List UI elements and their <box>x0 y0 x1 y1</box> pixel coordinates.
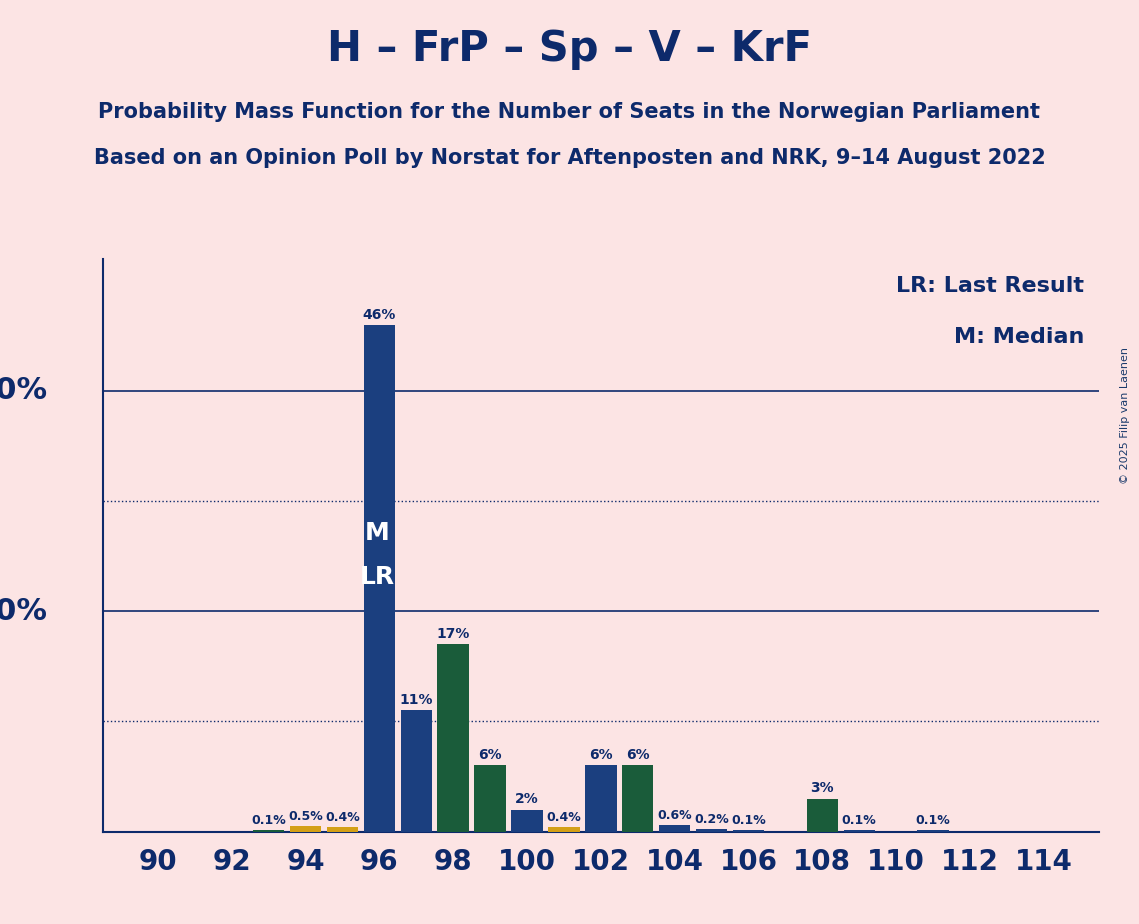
Bar <box>475 765 506 832</box>
Text: LR: Last Result: LR: Last Result <box>896 276 1084 296</box>
Text: 0.2%: 0.2% <box>694 813 729 826</box>
Text: 20%: 20% <box>0 597 48 626</box>
Text: 0.1%: 0.1% <box>916 814 950 827</box>
Bar <box>696 830 727 832</box>
Text: Based on an Opinion Poll by Norstat for Aftenposten and NRK, 9–14 August 2022: Based on an Opinion Poll by Norstat for … <box>93 148 1046 168</box>
Bar <box>289 826 321 832</box>
Text: 46%: 46% <box>362 308 396 322</box>
Text: 0.1%: 0.1% <box>842 814 877 827</box>
Bar <box>401 711 432 832</box>
Bar <box>253 831 285 832</box>
Bar <box>844 831 875 832</box>
Bar <box>806 798 838 832</box>
Bar <box>622 765 654 832</box>
Text: 0.6%: 0.6% <box>657 808 693 821</box>
Text: 40%: 40% <box>0 376 48 406</box>
Text: 0.4%: 0.4% <box>325 811 360 824</box>
Text: 0.1%: 0.1% <box>252 814 286 827</box>
Bar <box>917 831 949 832</box>
Bar <box>585 765 616 832</box>
Text: LR: LR <box>360 565 395 590</box>
Bar <box>511 809 542 832</box>
Text: 0.4%: 0.4% <box>547 811 581 824</box>
Bar <box>659 825 690 832</box>
Bar <box>437 644 469 832</box>
Bar <box>548 827 580 832</box>
Text: 0.1%: 0.1% <box>731 814 765 827</box>
Text: M: M <box>366 521 390 545</box>
Bar <box>363 325 395 832</box>
Text: 2%: 2% <box>515 792 539 807</box>
Text: 0.5%: 0.5% <box>288 809 322 822</box>
Text: H – FrP – Sp – V – KrF: H – FrP – Sp – V – KrF <box>327 28 812 69</box>
Bar <box>327 827 358 832</box>
Text: © 2025 Filip van Laenen: © 2025 Filip van Laenen <box>1121 347 1130 484</box>
Text: 6%: 6% <box>589 748 613 762</box>
Text: 11%: 11% <box>400 693 433 707</box>
Text: 6%: 6% <box>478 748 502 762</box>
Text: 6%: 6% <box>626 748 649 762</box>
Text: 17%: 17% <box>436 627 470 641</box>
Bar <box>732 831 764 832</box>
Text: 3%: 3% <box>811 782 834 796</box>
Text: Probability Mass Function for the Number of Seats in the Norwegian Parliament: Probability Mass Function for the Number… <box>98 102 1041 122</box>
Text: M: Median: M: Median <box>953 327 1084 347</box>
